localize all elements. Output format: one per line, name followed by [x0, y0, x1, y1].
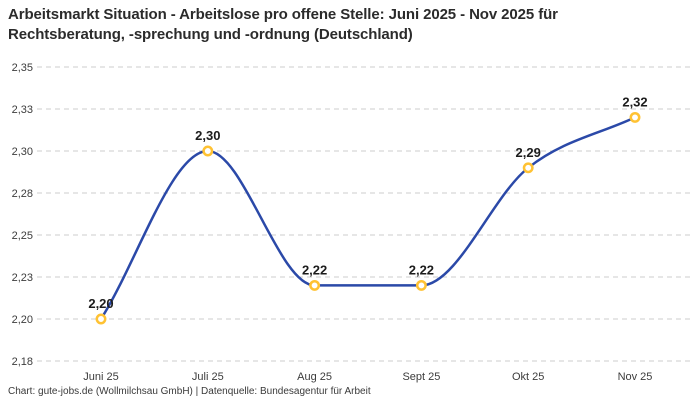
- y-tick-label: 2,35: [12, 62, 33, 74]
- value-label: 2,22: [302, 262, 327, 277]
- value-label: 2,22: [409, 262, 434, 277]
- chart-title-line1: Arbeitsmarkt Situation - Arbeitslose pro…: [8, 6, 558, 23]
- point-marker: [522, 162, 534, 174]
- line-path: [99, 116, 637, 321]
- y-tick-label: 2,23: [12, 272, 33, 284]
- x-tick-label: Juni 25: [83, 371, 118, 383]
- value-label: 2,30: [195, 128, 220, 143]
- value-label: 2,20: [88, 296, 113, 311]
- x-tick-label: Aug 25: [297, 371, 332, 383]
- point-marker: [309, 279, 321, 291]
- x-tick-label: Nov 25: [618, 371, 653, 383]
- y-tick-label: 2,25: [12, 230, 33, 242]
- x-tick-label: Okt 25: [512, 371, 544, 383]
- y-tick-label: 2,33: [12, 104, 33, 116]
- point-marker: [202, 145, 214, 157]
- point-marker: [415, 279, 427, 291]
- chart-source: Chart: gute-jobs.de (Wollmilchsau GmbH) …: [8, 386, 371, 397]
- y-tick-label: 2,30: [12, 146, 33, 158]
- y-tick-label: 2,20: [12, 314, 33, 326]
- y-tick-label: 2,28: [12, 188, 33, 200]
- x-tick-label: Juli 25: [192, 371, 224, 383]
- point-marker: [629, 111, 641, 123]
- value-label: 2,29: [516, 145, 541, 160]
- point-marker: [95, 313, 107, 325]
- chart-title: Arbeitsmarkt Situation - Arbeitslose pro…: [8, 5, 694, 45]
- y-tick-label: 2,18: [12, 356, 33, 368]
- value-label: 2,32: [622, 94, 647, 109]
- x-tick-label: Sept 25: [402, 371, 440, 383]
- chart-title-line2: Rechtsberatung, -sprechung und -ordnung …: [8, 26, 413, 43]
